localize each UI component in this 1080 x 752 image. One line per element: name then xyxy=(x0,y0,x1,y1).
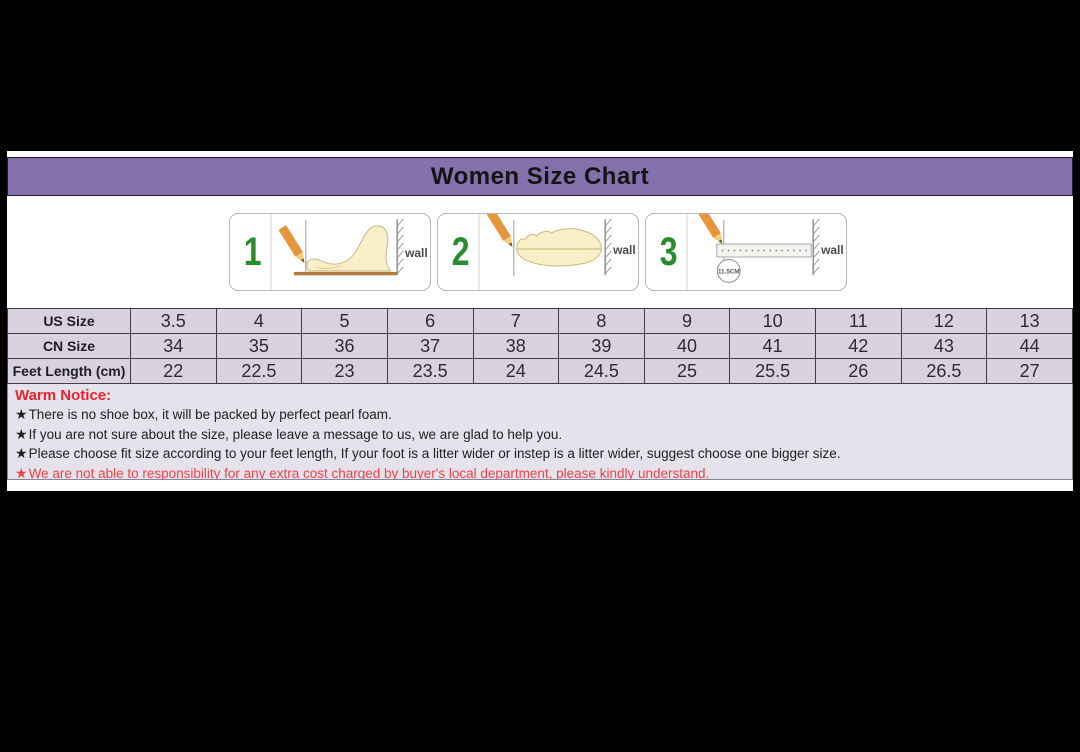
notice-line: ★There is no shoe box, it will be packed… xyxy=(15,405,1065,425)
size-cell: 27 xyxy=(986,358,1073,384)
size-cell: 23 xyxy=(301,358,388,384)
pencil-icon xyxy=(278,225,305,263)
step-number: 1 xyxy=(235,214,272,290)
size-table: US Size 3.5 4 5 6 7 8 9 10 11 12 13 CN S… xyxy=(7,308,1073,384)
bottom-letterbox xyxy=(0,491,1080,752)
size-cell: 23.5 xyxy=(386,358,474,384)
size-cell: 12 xyxy=(900,308,988,334)
size-cell: 24 xyxy=(472,358,560,384)
size-cell: 26.5 xyxy=(900,358,988,384)
floor-line xyxy=(293,271,398,276)
size-cell: 39 xyxy=(558,333,645,359)
size-cell: 37 xyxy=(386,333,474,359)
size-cell: 10 xyxy=(729,308,816,334)
wall-label: wall xyxy=(820,243,844,257)
foot-top-view-illustration: wall xyxy=(484,214,638,290)
measurement-callout-circle xyxy=(716,258,741,283)
wall-label: wall xyxy=(612,243,636,257)
foot-side-view-illustration: wall xyxy=(276,214,430,290)
notice-text: If you are not sure about the size, plea… xyxy=(28,426,563,442)
chart-title-bar: Women Size Chart xyxy=(7,157,1073,196)
foot-outline xyxy=(306,225,392,272)
size-cell: 9 xyxy=(643,308,731,334)
measurement-value: 11.5CM xyxy=(718,268,740,275)
chart-title: Women Size Chart xyxy=(430,162,650,190)
row-label-cell: CN Size xyxy=(7,333,131,359)
notice-line-warning: ★We are not able to responsibility for a… xyxy=(15,464,1065,480)
measure-step-panel-2: 2 xyxy=(437,213,639,291)
size-cell: 35 xyxy=(215,333,303,359)
foot-shading xyxy=(315,264,342,270)
table-row-us-size: US Size 3.5 4 5 6 7 8 9 10 11 12 13 xyxy=(7,308,1073,334)
row-label-cell: Feet Length (cm) xyxy=(7,358,131,384)
notice-text: Please choose fit size according to your… xyxy=(28,446,841,461)
notice-line: ★Please choose fit size according to you… xyxy=(15,444,1065,464)
size-cell: 36 xyxy=(301,333,388,359)
size-cell: 38 xyxy=(472,333,560,359)
star-bullet-icon: ★ xyxy=(15,425,28,442)
size-cell: 13 xyxy=(986,308,1073,334)
measure-steps: 1 xyxy=(7,196,1073,308)
size-cell: 40 xyxy=(643,333,731,359)
size-cell: 11 xyxy=(815,308,902,334)
pencil-icon xyxy=(696,214,723,245)
measure-step-panel-3: 3 11.5CM xyxy=(645,213,847,291)
notice-line: ★If you are not sure about the size, ple… xyxy=(15,425,1065,445)
size-cell: 22.5 xyxy=(215,358,303,384)
size-cell: 34 xyxy=(130,333,217,359)
wall-hatch xyxy=(604,218,612,275)
row-label-cell: US Size xyxy=(7,308,131,334)
notice-text: There is no shoe box, it will be packed … xyxy=(28,407,392,422)
size-cell: 5 xyxy=(301,308,388,334)
table-row-cn-size: CN Size 34 35 36 37 38 39 40 41 42 43 44 xyxy=(7,333,1073,359)
wall-hatch xyxy=(396,218,404,275)
pencil-icon xyxy=(486,214,513,247)
size-cell: 25 xyxy=(643,358,731,384)
size-cell: 6 xyxy=(386,308,474,334)
size-cell: 7 xyxy=(472,308,560,334)
foot-outline xyxy=(516,228,602,267)
step-number: 3 xyxy=(651,214,688,290)
size-chart-panel: Women Size Chart 1 xyxy=(7,151,1073,491)
size-cell: 24.5 xyxy=(558,358,645,384)
notice-title: Warm Notice: xyxy=(15,387,112,404)
star-bullet-icon: ★ xyxy=(15,464,28,480)
star-bullet-icon: ★ xyxy=(15,445,28,461)
size-cell: 22 xyxy=(130,358,217,384)
wall-label: wall xyxy=(404,246,427,260)
table-row-feet-length: Feet Length (cm) 22 22.5 23 23.5 24 24.5… xyxy=(7,358,1073,384)
size-cell: 26 xyxy=(815,358,902,384)
wall-hatch xyxy=(812,218,820,275)
ruler-measure-illustration: 11.5CM wall xyxy=(692,214,846,290)
size-cell: 41 xyxy=(729,333,816,359)
size-cell: 8 xyxy=(558,308,645,334)
size-cell: 42 xyxy=(815,333,902,359)
top-letterbox xyxy=(0,0,1080,151)
step-number: 2 xyxy=(443,214,480,290)
size-cell: 43 xyxy=(900,333,988,359)
size-cell: 4 xyxy=(215,308,303,334)
size-cell: 25.5 xyxy=(729,358,816,384)
size-cell: 44 xyxy=(986,333,1073,359)
measure-step-panel-1: 1 xyxy=(229,213,431,291)
warm-notice: Warm Notice: ★There is no shoe box, it w… xyxy=(7,384,1073,480)
notice-text: We are not able to responsibility for an… xyxy=(28,465,710,480)
size-cell: 3.5 xyxy=(130,308,217,334)
star-bullet-icon: ★ xyxy=(15,406,28,422)
